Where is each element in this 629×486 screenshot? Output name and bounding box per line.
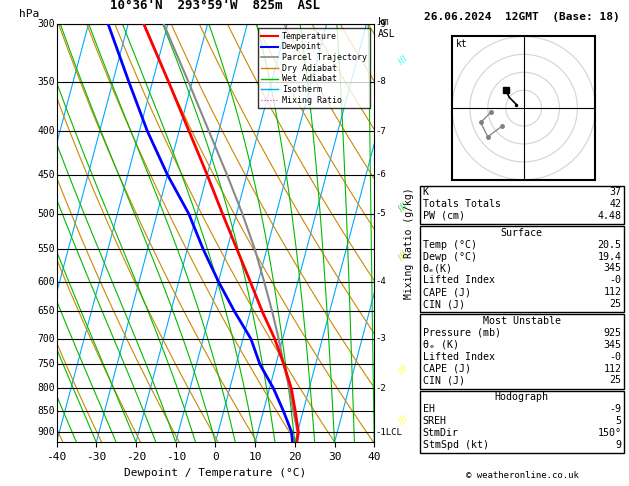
- Text: kt: kt: [455, 39, 467, 49]
- Text: -2: -2: [376, 384, 386, 393]
- Text: -5: -5: [376, 209, 386, 218]
- Text: ///: ///: [396, 413, 409, 426]
- Text: 19.4: 19.4: [598, 252, 621, 261]
- Text: 4.48: 4.48: [598, 211, 621, 221]
- Legend: Temperature, Dewpoint, Parcel Trajectory, Dry Adiabat, Wet Adiabat, Isotherm, Mi: Temperature, Dewpoint, Parcel Trajectory…: [258, 29, 370, 108]
- Text: 42: 42: [610, 199, 621, 209]
- Text: 10°36'N  293°59'W  825m  ASL: 10°36'N 293°59'W 825m ASL: [111, 0, 320, 12]
- Text: 300: 300: [37, 19, 55, 29]
- Text: θₑ (K): θₑ (K): [423, 340, 459, 350]
- Text: ///: ///: [396, 250, 409, 262]
- Text: Pressure (mb): Pressure (mb): [423, 328, 501, 338]
- Text: 450: 450: [37, 170, 55, 180]
- Text: -7: -7: [376, 126, 386, 136]
- Text: PW (cm): PW (cm): [423, 211, 465, 221]
- Text: 25: 25: [610, 299, 621, 309]
- Text: -1LCL: -1LCL: [376, 428, 402, 436]
- Text: CIN (J): CIN (J): [423, 299, 465, 309]
- Text: CAPE (J): CAPE (J): [423, 287, 470, 297]
- Text: 20.5: 20.5: [598, 240, 621, 250]
- Text: EH: EH: [423, 404, 435, 414]
- Text: 925: 925: [603, 328, 621, 338]
- Text: θₑ(K): θₑ(K): [423, 263, 453, 274]
- Text: -0: -0: [610, 352, 621, 362]
- X-axis label: Dewpoint / Temperature (°C): Dewpoint / Temperature (°C): [125, 468, 306, 478]
- Text: 37: 37: [610, 187, 621, 197]
- Text: 112: 112: [603, 364, 621, 374]
- Text: Lifted Index: Lifted Index: [423, 275, 494, 285]
- Text: Lifted Index: Lifted Index: [423, 352, 494, 362]
- Text: Mixing Ratio (g/kg): Mixing Ratio (g/kg): [404, 187, 414, 299]
- Text: 400: 400: [37, 126, 55, 136]
- Text: StmDir: StmDir: [423, 428, 459, 438]
- Text: 850: 850: [37, 406, 55, 416]
- Text: 350: 350: [37, 76, 55, 87]
- Text: 345: 345: [603, 340, 621, 350]
- Text: CIN (J): CIN (J): [423, 375, 465, 385]
- Text: StmSpd (kt): StmSpd (kt): [423, 440, 489, 450]
- Text: 5: 5: [615, 416, 621, 426]
- Text: 900: 900: [37, 427, 55, 437]
- Text: 112: 112: [603, 287, 621, 297]
- Text: 700: 700: [37, 334, 55, 344]
- Text: 600: 600: [37, 277, 55, 287]
- Text: 9: 9: [615, 440, 621, 450]
- Text: 750: 750: [37, 360, 55, 369]
- Text: 26.06.2024  12GMT  (Base: 18): 26.06.2024 12GMT (Base: 18): [424, 12, 620, 22]
- Text: hPa: hPa: [19, 9, 39, 19]
- Text: -0: -0: [610, 275, 621, 285]
- Text: -6: -6: [376, 170, 386, 179]
- Text: ///: ///: [396, 200, 409, 213]
- Text: 550: 550: [37, 244, 55, 254]
- Text: ///: ///: [396, 363, 409, 376]
- Text: 650: 650: [37, 306, 55, 316]
- Text: Hodograph: Hodograph: [495, 392, 548, 402]
- Text: 150°: 150°: [598, 428, 621, 438]
- Text: K: K: [423, 187, 429, 197]
- Text: © weatheronline.co.uk: © weatheronline.co.uk: [465, 471, 579, 480]
- Text: Temp (°C): Temp (°C): [423, 240, 477, 250]
- Text: Surface: Surface: [501, 227, 543, 238]
- Text: 500: 500: [37, 209, 55, 219]
- Text: 25: 25: [610, 375, 621, 385]
- Text: -4: -4: [376, 277, 386, 286]
- Text: SREH: SREH: [423, 416, 447, 426]
- Text: Dewp (°C): Dewp (°C): [423, 252, 477, 261]
- Text: -8: -8: [376, 77, 386, 86]
- Text: -9: -9: [610, 404, 621, 414]
- Text: km
ASL: km ASL: [377, 17, 395, 38]
- Text: ///: ///: [396, 53, 409, 66]
- Text: Most Unstable: Most Unstable: [482, 316, 561, 326]
- Text: Totals Totals: Totals Totals: [423, 199, 501, 209]
- Text: -9: -9: [376, 20, 386, 29]
- Text: -3: -3: [376, 334, 386, 343]
- Text: 345: 345: [603, 263, 621, 274]
- Text: CAPE (J): CAPE (J): [423, 364, 470, 374]
- Text: 800: 800: [37, 383, 55, 393]
